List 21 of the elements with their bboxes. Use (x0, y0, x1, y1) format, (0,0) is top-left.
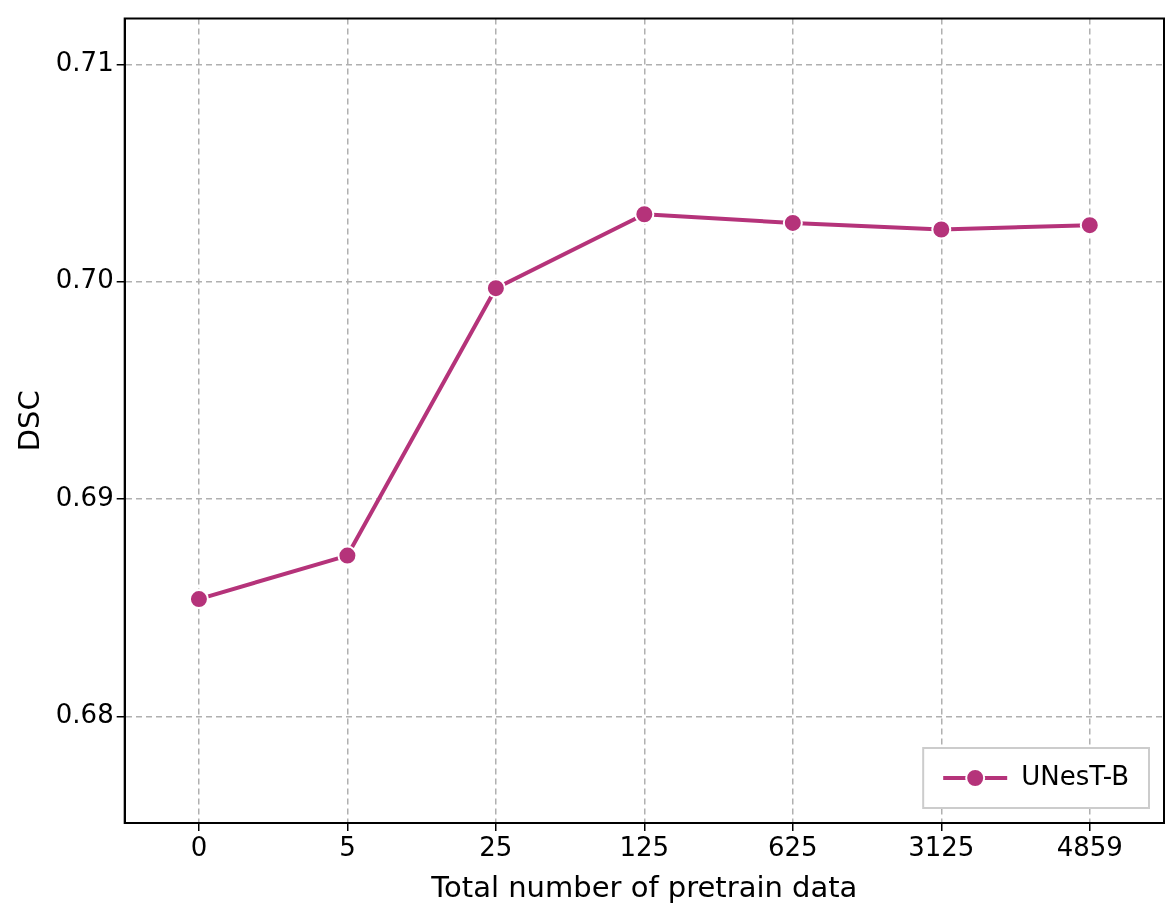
x-axis-title: Total number of pretrain data (430, 870, 858, 905)
y-tick-label: 0.71 (55, 47, 114, 78)
point (782, 212, 803, 233)
point (931, 219, 952, 240)
legend-label: UNesT-B (1021, 760, 1129, 791)
point (337, 545, 358, 566)
y-axis-title: DSC (11, 390, 46, 452)
x-tick-label: 3125 (908, 832, 975, 863)
x-tick-label: 0 (190, 832, 208, 863)
point (1079, 215, 1100, 236)
point (634, 204, 655, 225)
x-tick-label: 125 (619, 832, 670, 863)
y-tick-label: 0.68 (55, 699, 114, 730)
x-tick-label: 5 (339, 832, 356, 863)
x-tick-label: 25 (479, 832, 513, 863)
x-tick-label: 625 (768, 832, 818, 863)
y-tick-label: 0.70 (55, 264, 114, 295)
x-tick-label: 4859 (1056, 832, 1123, 863)
y-tick-label: 0.69 (55, 481, 114, 512)
point (485, 278, 506, 299)
point (188, 589, 209, 610)
